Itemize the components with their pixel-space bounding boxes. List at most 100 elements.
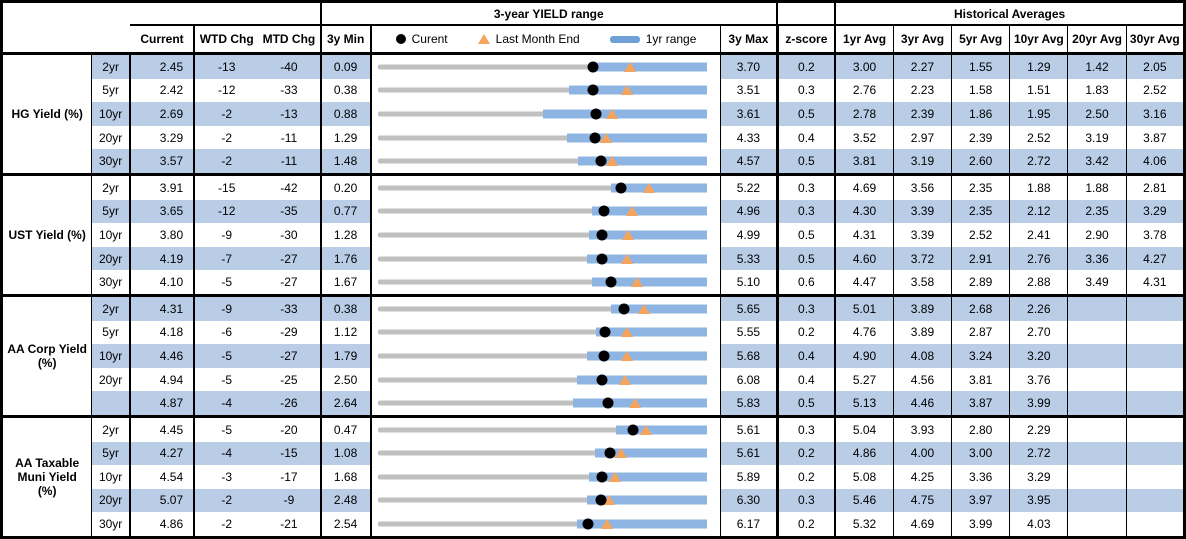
1yr-range-bar xyxy=(610,183,708,193)
table-row: 5yr 2.42 -12 -33 0.38 3.51 0.3 2.76 2.23 1.58 1.51… xyxy=(2,78,1185,103)
tenor-label xyxy=(91,391,131,417)
avg-value: 4.69 xyxy=(835,172,894,200)
col-header-3y-max: 3y Max xyxy=(720,25,779,55)
current-value: 4.94 xyxy=(129,367,196,392)
range-chart-cell xyxy=(370,78,722,103)
1yr-range-bar xyxy=(576,375,708,385)
last-month-end-legend-icon xyxy=(477,34,490,44)
z-score-value: 0.5 xyxy=(777,391,837,417)
section-label: AA Corp Yield (%) xyxy=(1,293,93,417)
avg-value: 3.89 xyxy=(893,293,953,321)
last-month-end-marker xyxy=(620,350,633,361)
wtd-chg-value: -3 xyxy=(221,469,233,484)
3y-min-value: 2.54 xyxy=(320,512,372,538)
3y-max-value: 3.51 xyxy=(720,78,779,103)
avg-value xyxy=(1067,441,1127,466)
current-marker xyxy=(618,303,629,315)
section-label: UST Yield (%) xyxy=(1,172,93,296)
last-month-end-marker xyxy=(638,303,651,314)
avg-value: 1.86 xyxy=(951,102,1011,126)
current-marker xyxy=(595,494,607,506)
current-marker xyxy=(596,471,608,483)
range-chart-cell xyxy=(370,344,722,368)
avg-value: 1.88 xyxy=(1009,172,1069,200)
z-score-value: 0.3 xyxy=(777,172,837,200)
3y-range-track xyxy=(377,185,708,191)
range-chart-cell xyxy=(370,149,722,175)
3y-max-value: 6.17 xyxy=(720,512,779,538)
wtd-chg-value: -5 xyxy=(221,275,233,290)
avg-value xyxy=(1067,367,1127,392)
3y-max-value: 5.68 xyxy=(720,344,779,368)
wtd-chg-value: -2 xyxy=(194,149,259,175)
last-month-end-marker xyxy=(606,156,619,167)
last-month-end-marker xyxy=(639,424,652,435)
section-label: HG Yield (%) xyxy=(1,52,93,175)
avg-value xyxy=(1126,488,1185,513)
avg-value: 3.29 xyxy=(1126,199,1185,224)
tenor-label: 2yr xyxy=(91,414,131,442)
current-value: 3.91 xyxy=(129,172,196,200)
last-month-end-marker xyxy=(620,327,633,338)
3y-min-value: 2.48 xyxy=(320,488,372,513)
avg-value: 1.55 xyxy=(951,51,1011,79)
tenor-label: 5yr xyxy=(91,320,131,345)
1yr-range-bar xyxy=(594,448,708,458)
avg-value: 2.52 xyxy=(1143,83,1167,98)
avg-value: 3.16 xyxy=(1126,102,1185,126)
tenor-label: 2yr xyxy=(91,293,131,321)
avg-value: 3.39 xyxy=(893,223,953,247)
wtd-chg-value: -5 xyxy=(194,414,259,442)
avg-value: 3.19 xyxy=(893,149,953,175)
z-score-value: 0.2 xyxy=(777,320,837,345)
z-score-value: 0.5 xyxy=(777,149,837,175)
avg-value: 3.19 xyxy=(1067,125,1127,150)
avg-value: 3.24 xyxy=(951,344,1011,368)
wtd-chg-value: -6 xyxy=(221,325,233,340)
avg-value: 2.70 xyxy=(1009,320,1069,345)
z-score-value: 0.4 xyxy=(777,344,837,368)
3y-max-value: 5.83 xyxy=(720,391,779,417)
mtd-chg-value: -27 xyxy=(258,344,322,368)
avg-value: 3.20 xyxy=(1009,344,1069,368)
3y-range-track xyxy=(377,353,708,359)
last-month-end-marker xyxy=(601,519,614,530)
avg-value: 4.30 xyxy=(835,199,894,224)
avg-value: 2.88 xyxy=(1009,270,1069,296)
avg-value: 3.76 xyxy=(1009,367,1069,392)
last-month-end-marker xyxy=(605,108,618,119)
range-chart-cell xyxy=(370,391,722,417)
3y-range-track xyxy=(377,329,708,335)
avg-value: 3.56 xyxy=(893,172,953,200)
3y-max-value: 6.08 xyxy=(720,367,779,392)
avg-value xyxy=(1067,293,1127,321)
current-marker xyxy=(605,276,617,288)
avg-value: 4.69 xyxy=(893,512,953,538)
current-value: 4.46 xyxy=(129,344,196,368)
mtd-chg-value: -20 xyxy=(258,414,322,442)
avg-value xyxy=(1126,321,1184,345)
avg-value: 2.76 xyxy=(835,78,894,103)
range-chart-cell xyxy=(370,125,722,150)
mtd-chg-value: -25 xyxy=(258,367,322,392)
1yr-range-bar xyxy=(543,109,708,119)
tenor-label: 20yr xyxy=(91,367,131,392)
mtd-chg-value: -33 xyxy=(258,293,322,321)
z-score-value: 0.5 xyxy=(777,102,837,126)
avg-value: 4.76 xyxy=(835,320,894,345)
table-row: 10yr 3.80 -9 -30 1.28 4.99 0.5 4.31 3.39 2.52 2.41… xyxy=(2,223,1185,247)
avg-value: 3.00 xyxy=(951,441,1011,466)
last-month-end-marker xyxy=(621,85,634,96)
last-month-end-marker xyxy=(620,253,633,264)
tenor-label: 5yr xyxy=(91,441,131,466)
avg-value xyxy=(1067,344,1127,368)
range-chart-cell xyxy=(370,488,722,513)
avg-value: 2.29 xyxy=(1009,414,1069,442)
3y-max-value: 5.61 xyxy=(720,441,779,466)
avg-value xyxy=(1126,368,1184,392)
wtd-chg-value: -9 xyxy=(194,293,259,321)
table-row: 10yr 4.46 -5 -27 1.79 5.68 0.4 4.90 4.08 3.24 3.20 xyxy=(2,344,1185,368)
current-marker xyxy=(595,155,607,167)
3y-range-track xyxy=(377,427,708,433)
range-chart-cell xyxy=(370,246,722,271)
